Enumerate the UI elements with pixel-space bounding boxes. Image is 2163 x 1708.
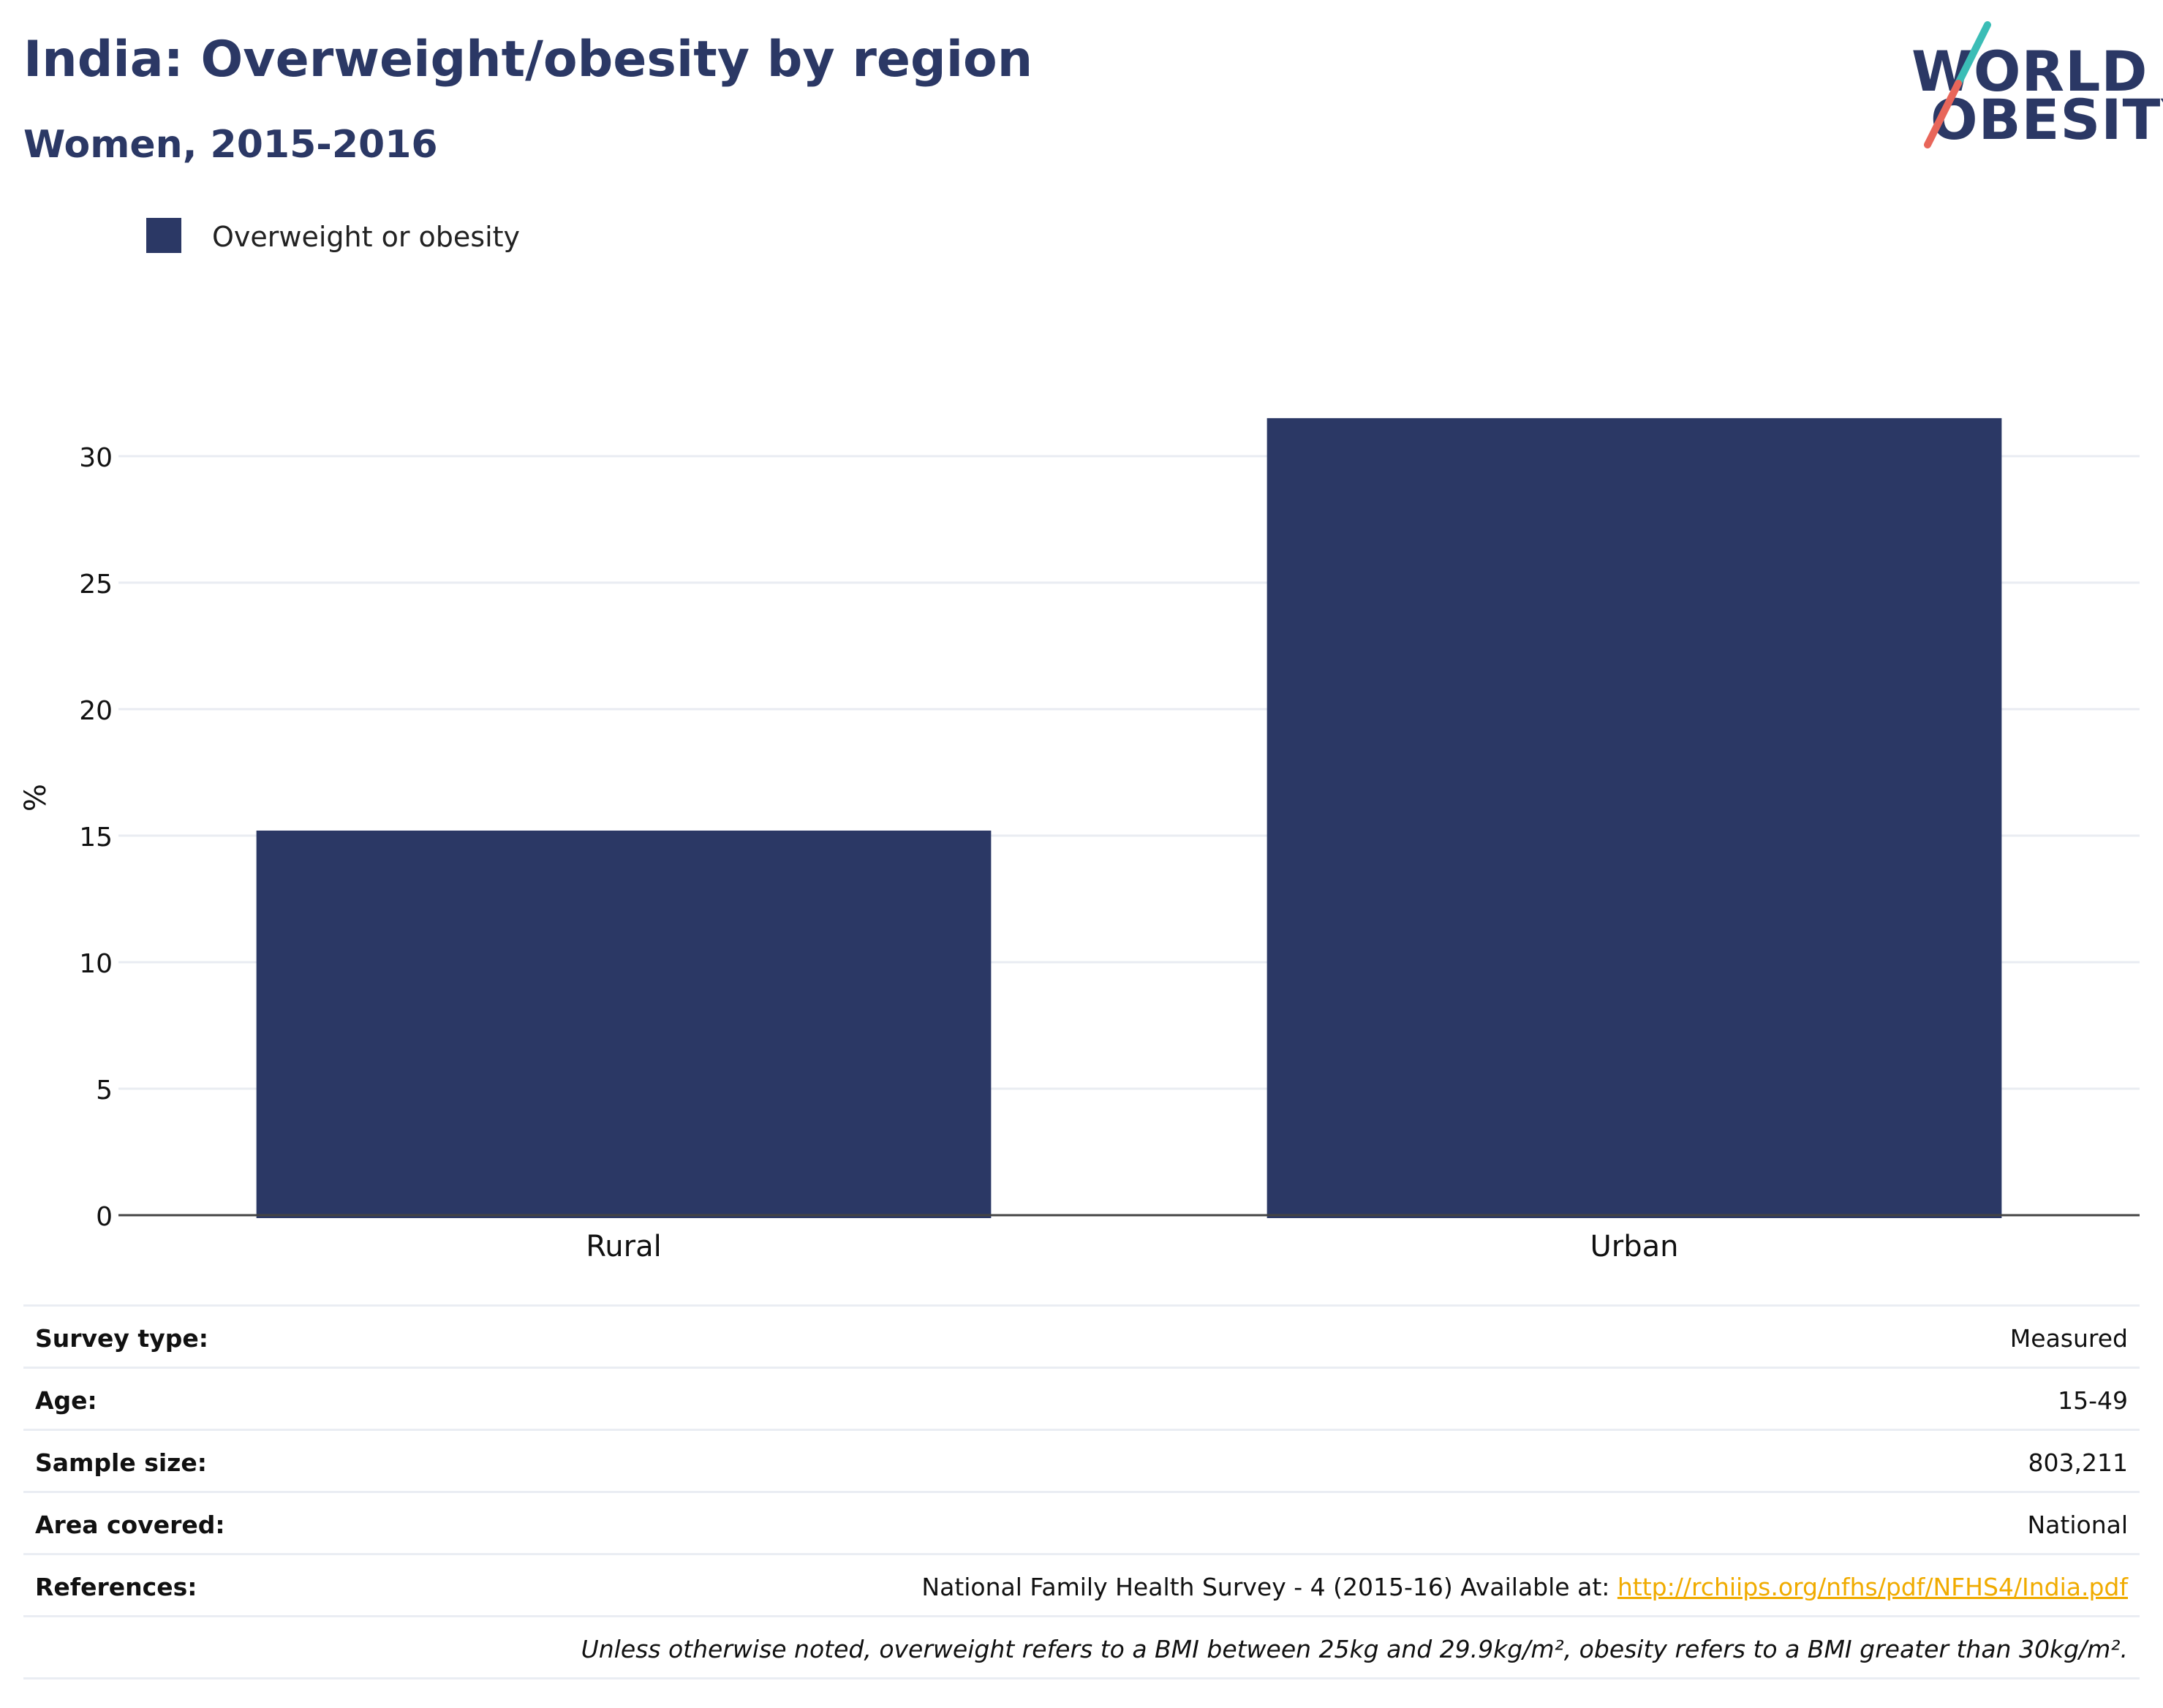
survey-type-label: Survey type:: [35, 1324, 208, 1353]
area-covered-label: Area covered:: [35, 1511, 225, 1539]
info-row-survey-type: Survey type: Measured: [23, 1304, 2140, 1367]
chart-subtitle: Women, 2015-2016: [23, 123, 438, 167]
bmi-footnote: Unless otherwise noted, overweight refer…: [581, 1635, 2128, 1663]
legend-label[interactable]: Overweight or obesity: [212, 221, 521, 253]
references-text: National Family Health Survey - 4 (2015-…: [921, 1573, 1617, 1601]
references-label: References:: [35, 1573, 197, 1601]
x-tick-label-rural: Rural: [586, 1230, 661, 1263]
info-row-references: References: National Family Health Surve…: [23, 1553, 2140, 1615]
y-tick-label-10: 10: [79, 949, 113, 979]
info-row-age: Age: 15-49: [23, 1367, 2140, 1429]
age-value: 15-49: [2058, 1386, 2128, 1415]
world-obesity-logo: WORLD OBESITY: [1901, 20, 2163, 152]
survey-info-table: Survey type: Measured Age: 15-49 Sample …: [23, 1304, 2140, 1679]
bar-chart: 0 5 10 15 20 25 30 Rural Urban %: [19, 417, 2140, 1263]
legend-swatch[interactable]: [146, 218, 181, 253]
age-label: Age:: [35, 1386, 97, 1415]
logo-text-obesity: OBESITY: [1930, 87, 2163, 152]
sample-size-value: 803,211: [2028, 1448, 2128, 1477]
sample-size-label: Sample size:: [35, 1448, 207, 1477]
area-covered-value: National: [2027, 1511, 2128, 1539]
x-tick-labels: Rural Urban: [586, 1230, 1678, 1263]
y-tick-label-0: 0: [96, 1202, 113, 1232]
chart-title: India: Overweight/obesity by region: [23, 31, 1033, 88]
info-row-sample-size: Sample size: 803,211: [23, 1429, 2140, 1491]
survey-type-value: Measured: [2009, 1324, 2128, 1353]
y-tick-labels: 0 5 10 15 20 25 30: [79, 443, 113, 1232]
references-link[interactable]: http://rchiips.org/nfhs/pdf/NFHS4/India.…: [1617, 1573, 2128, 1601]
y-tick-label-30: 30: [79, 443, 113, 473]
y-axis-label: %: [19, 784, 53, 812]
bar-rural[interactable]: [256, 830, 992, 1218]
bar-urban[interactable]: [1267, 417, 2002, 1218]
info-row-area-covered: Area covered: National: [23, 1491, 2140, 1553]
y-tick-label-5: 5: [96, 1076, 113, 1106]
x-tick-label-urban: Urban: [1590, 1230, 1679, 1263]
logo-slash-icon: [1924, 21, 1991, 148]
y-tick-label-25: 25: [79, 570, 113, 600]
footnote-row: Unless otherwise noted, overweight refer…: [23, 1615, 2140, 1679]
y-tick-label-20: 20: [79, 696, 113, 726]
references-value: National Family Health Survey - 4 (2015-…: [921, 1573, 2128, 1601]
bars: [256, 417, 2002, 1218]
logo-text-world: WORLD: [1911, 39, 2148, 104]
y-tick-label-15: 15: [79, 823, 113, 853]
